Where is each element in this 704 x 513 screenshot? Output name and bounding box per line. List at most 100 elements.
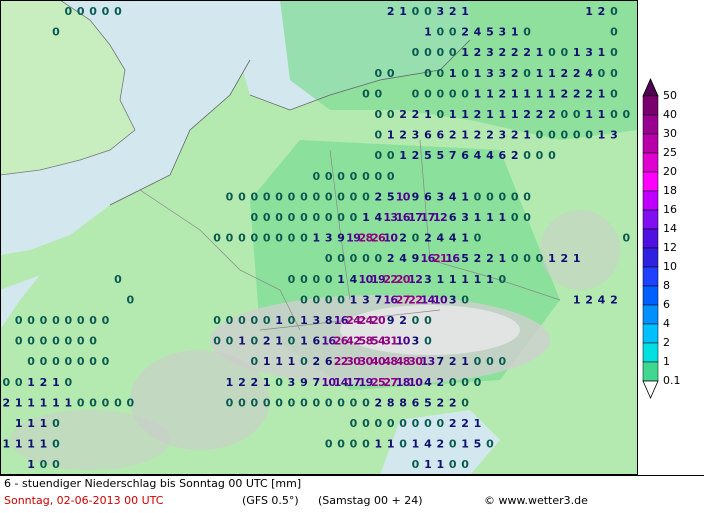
grid-value: 0 xyxy=(461,458,469,471)
map xyxy=(0,0,638,475)
grid-value: 0 xyxy=(288,335,296,348)
grid-value: 0 xyxy=(598,67,606,80)
legend-band xyxy=(642,304,659,325)
grid-value: 0 xyxy=(374,67,382,80)
grid-value: 0 xyxy=(511,211,519,224)
grid-value: 2 xyxy=(511,67,518,80)
grid-value: 16 xyxy=(334,314,349,327)
grid-value: 0 xyxy=(275,190,283,203)
grid-value: 0 xyxy=(275,376,283,389)
grid-value: 1 xyxy=(461,438,468,451)
grid-value: 3 xyxy=(436,190,443,203)
grid-value: 6 xyxy=(325,355,333,368)
grid-value: 7 xyxy=(436,355,443,368)
grid-value: 2 xyxy=(436,376,443,389)
grid-value: 3 xyxy=(436,5,443,18)
grid-value: 0 xyxy=(523,211,531,224)
grid-value: 2 xyxy=(40,376,47,389)
grid-value: 1 xyxy=(486,108,493,121)
grid-value: 1 xyxy=(461,108,468,121)
grid-value: 1 xyxy=(573,46,580,59)
legend-band xyxy=(642,95,659,116)
grid-value: 0 xyxy=(126,293,134,306)
grid-value: 0 xyxy=(250,232,258,245)
grid-value: 0 xyxy=(263,211,271,224)
grid-value: 0 xyxy=(263,314,271,327)
grid-value: 1 xyxy=(573,293,580,306)
grid-value: 0 xyxy=(300,293,308,306)
grid-value: 12 xyxy=(408,273,422,286)
legend-band xyxy=(642,266,659,287)
grid-value: 0 xyxy=(238,314,246,327)
legend-label: 6 xyxy=(663,298,670,311)
grid-value: 9 xyxy=(300,376,307,389)
grid-value: 4 xyxy=(598,293,606,306)
grid-value: 2 xyxy=(312,355,319,368)
grid-value: 21 xyxy=(433,252,447,265)
grid-value: 0 xyxy=(238,232,246,245)
grid-value: 2 xyxy=(474,108,481,121)
grid-value: 0 xyxy=(250,190,258,203)
grid-value: 0 xyxy=(250,314,258,327)
grid-value: 0 xyxy=(424,335,432,348)
grid-value: 1 xyxy=(486,87,493,100)
grid-value: 16 xyxy=(321,335,336,348)
grid-value: 1 xyxy=(461,5,468,18)
grid-value: 0 xyxy=(474,355,482,368)
legend-band xyxy=(642,171,659,192)
grid-value: 0 xyxy=(325,438,333,451)
grid-value: 1 xyxy=(275,314,282,327)
grid-value: 3 xyxy=(449,293,456,306)
grid-value: 0 xyxy=(350,417,358,430)
grid-value: 2 xyxy=(585,293,592,306)
grid-value: 4 xyxy=(474,26,482,39)
grid-value: 3 xyxy=(312,314,319,327)
grid-value: 2 xyxy=(374,396,381,409)
grid-value: 0 xyxy=(102,396,110,409)
grid-value: 1 xyxy=(474,67,481,80)
grid-value: 4 xyxy=(585,67,593,80)
grid-value: 3 xyxy=(498,129,505,142)
grid-value: 16 xyxy=(383,293,398,306)
grid-value: 0 xyxy=(362,396,370,409)
grid-value: 0 xyxy=(77,335,85,348)
grid-value: 5 xyxy=(486,26,493,39)
legend-band xyxy=(642,209,659,230)
grid-value: 4 xyxy=(374,211,382,224)
grid-value: 4 xyxy=(424,376,432,389)
grid-value: 0 xyxy=(350,211,358,224)
grid-value: 30 xyxy=(359,355,374,368)
grid-value: 2 xyxy=(560,87,567,100)
grid-value: 0 xyxy=(436,87,444,100)
grid-value: 1 xyxy=(523,87,530,100)
grid-value: 0 xyxy=(300,396,308,409)
grid-value: 2 xyxy=(498,87,505,100)
grid-value: 0 xyxy=(337,293,345,306)
grid-value: 2 xyxy=(449,5,456,18)
grid-value: 4 xyxy=(424,438,432,451)
adriatic xyxy=(380,410,500,475)
grid-value: 2 xyxy=(511,46,518,59)
grid-value: 10 xyxy=(383,232,398,245)
grid-value: 1 xyxy=(387,129,394,142)
grid-value: 0 xyxy=(610,5,618,18)
grid-value: 2 xyxy=(449,417,456,430)
grid-value: 1 xyxy=(300,314,307,327)
grid-value: 1 xyxy=(15,396,22,409)
grid-value: 19 xyxy=(346,232,360,245)
grid-value: 0 xyxy=(449,458,457,471)
grid-value: 0 xyxy=(89,355,97,368)
footer-credit: © www.wetter3.de xyxy=(484,494,588,507)
grid-value: 1 xyxy=(536,67,543,80)
grid-value: 1 xyxy=(573,252,580,265)
grid-value: 0 xyxy=(424,67,432,80)
grid-value: 14 xyxy=(421,293,436,306)
grid-value: 1 xyxy=(399,5,406,18)
grid-value: 0 xyxy=(449,438,457,451)
grid-value: 24 xyxy=(346,314,361,327)
grid-value: 0 xyxy=(337,396,345,409)
grid-value: 1 xyxy=(461,129,468,142)
grid-value: 2 xyxy=(387,5,394,18)
grid-value: 4 xyxy=(449,190,457,203)
grid-value: 6 xyxy=(498,149,506,162)
